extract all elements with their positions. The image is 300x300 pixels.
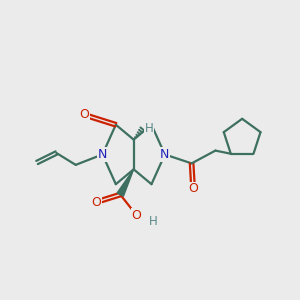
Text: O: O: [132, 209, 142, 222]
Text: O: O: [92, 196, 101, 208]
Text: H: H: [145, 122, 154, 135]
Text: H: H: [148, 215, 157, 228]
Polygon shape: [117, 169, 134, 196]
Text: N: N: [98, 148, 107, 161]
Text: O: O: [188, 182, 198, 195]
Text: O: O: [80, 108, 89, 122]
Text: N: N: [160, 148, 170, 161]
